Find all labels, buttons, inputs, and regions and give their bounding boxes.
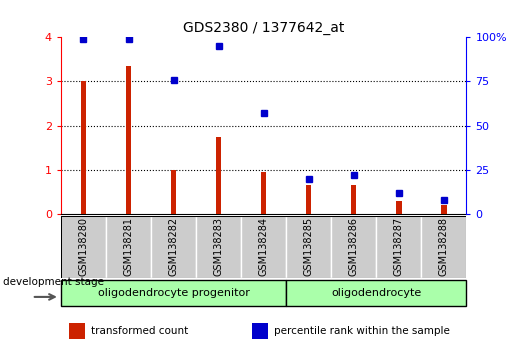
Text: GSM138283: GSM138283 [214, 217, 224, 276]
Text: development stage: development stage [3, 277, 104, 287]
Bar [306, 185, 312, 214]
Text: GSM138285: GSM138285 [304, 217, 314, 276]
Bar [61, 280, 286, 306]
Bar [421, 216, 466, 278]
Title: GDS2380 / 1377642_at: GDS2380 / 1377642_at [183, 21, 344, 35]
Text: GSM138280: GSM138280 [78, 217, 89, 276]
Text: oligodendrocyte progenitor: oligodendrocyte progenitor [98, 288, 250, 298]
Bar [126, 66, 131, 214]
Bar [241, 216, 286, 278]
Bar [331, 216, 376, 278]
Text: oligodendrocyte: oligodendrocyte [331, 288, 421, 298]
Bar [216, 137, 222, 214]
Text: GSM138282: GSM138282 [169, 217, 179, 276]
Text: GSM138286: GSM138286 [349, 217, 359, 276]
Bar [441, 205, 447, 214]
Bar [351, 185, 357, 214]
Bar [171, 170, 176, 214]
Bar [106, 216, 151, 278]
Text: GSM138287: GSM138287 [394, 217, 404, 276]
Bar [69, 323, 85, 339]
Text: GSM138288: GSM138288 [439, 217, 449, 276]
Bar [396, 201, 402, 214]
Bar [196, 216, 241, 278]
Bar [376, 216, 421, 278]
Bar [151, 216, 196, 278]
Text: GSM138281: GSM138281 [123, 217, 134, 276]
Bar [61, 216, 106, 278]
Bar [81, 81, 86, 214]
Bar [252, 323, 268, 339]
Text: percentile rank within the sample: percentile rank within the sample [274, 326, 449, 336]
Bar [286, 280, 466, 306]
Bar [286, 216, 331, 278]
Text: GSM138284: GSM138284 [259, 217, 269, 276]
Text: transformed count: transformed count [91, 326, 189, 336]
Bar [261, 172, 267, 214]
